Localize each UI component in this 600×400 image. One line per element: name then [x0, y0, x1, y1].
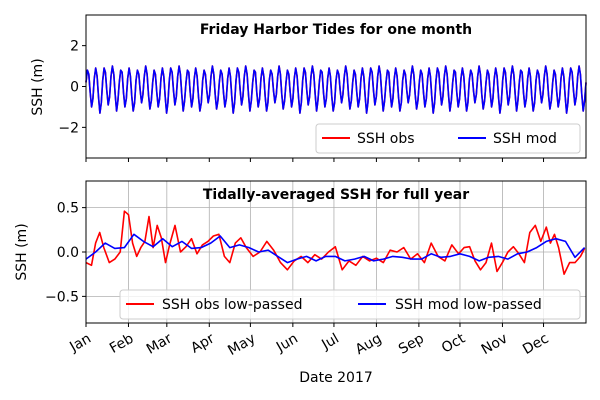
x-tick-label-nov: Nov	[479, 331, 511, 359]
x-tick-label-jun: Jun	[273, 331, 301, 356]
x-tick-label-jan: Jan	[66, 331, 94, 356]
y-tick-label: −2	[58, 120, 79, 136]
year-title: Tidally-averaged SSH for full year	[203, 187, 469, 203]
tides-x-ticks	[85, 158, 545, 162]
legend-label-obs-lowpassed: SSH obs low-passed	[162, 297, 302, 313]
year-x-axis: Jan Feb Mar Apr May Jun Jul Aug Sep Oct Nov Dec	[66, 323, 552, 359]
x-tick-label-may: May	[225, 331, 258, 359]
y-tick-label: 0.0	[57, 245, 79, 261]
y-tick-label: 0.5	[57, 201, 79, 217]
x-tick-label-oct: Oct	[439, 330, 468, 356]
tides-panel: −2 0 2 Friday Harbor Tides for one month S…	[30, 14, 587, 162]
tides-legend-box	[315, 123, 581, 154]
x-tick-label-sep: Sep	[396, 331, 427, 358]
tides-y-label: SSH (m)	[30, 58, 46, 115]
series-line-ssh-mod	[85, 65, 587, 114]
year-y-label: SSH (m)	[14, 223, 30, 280]
year-series-layer	[85, 210, 586, 276]
x-tick-label-jul: Jul	[318, 331, 342, 354]
tides-y-axis: −2 0 2	[58, 39, 86, 136]
legend-label-ssh-obs: SSH obs	[357, 131, 415, 147]
year-legend: SSH obs low-passed SSH mod low-passed	[119, 289, 581, 320]
y-tick-label: 0	[70, 80, 79, 96]
series-line-ssh-mod-low-passed	[85, 233, 586, 264]
x-tick-label-apr: Apr	[188, 330, 217, 356]
y-tick-label: −0.5	[45, 289, 79, 305]
legend-label-mod-lowpassed: SSH mod low-passed	[395, 297, 542, 313]
tides-series-layer	[85, 65, 587, 114]
x-tick-label-dec: Dec	[520, 331, 551, 358]
year-legend-box	[119, 289, 581, 320]
year-y-axis: −0.5 0.0 0.5	[45, 201, 86, 305]
tides-title: Friday Harbor Tides for one month	[200, 22, 472, 38]
x-tick-label-feb: Feb	[107, 331, 137, 357]
series-line-ssh-obs-low-passed	[85, 210, 586, 276]
year-x-label: Date 2017	[299, 370, 373, 386]
x-tick-label-aug: Aug	[353, 331, 385, 359]
year-panel: −0.5 0.0 0.5 Jan Feb Mar Apr May Jun Jul Aug Sep Oc…	[14, 180, 587, 386]
y-tick-label: 2	[70, 39, 79, 55]
legend-label-ssh-mod: SSH mod	[493, 131, 557, 147]
tides-legend: SSH obs SSH mod	[315, 123, 581, 154]
x-tick-label-mar: Mar	[144, 330, 175, 357]
